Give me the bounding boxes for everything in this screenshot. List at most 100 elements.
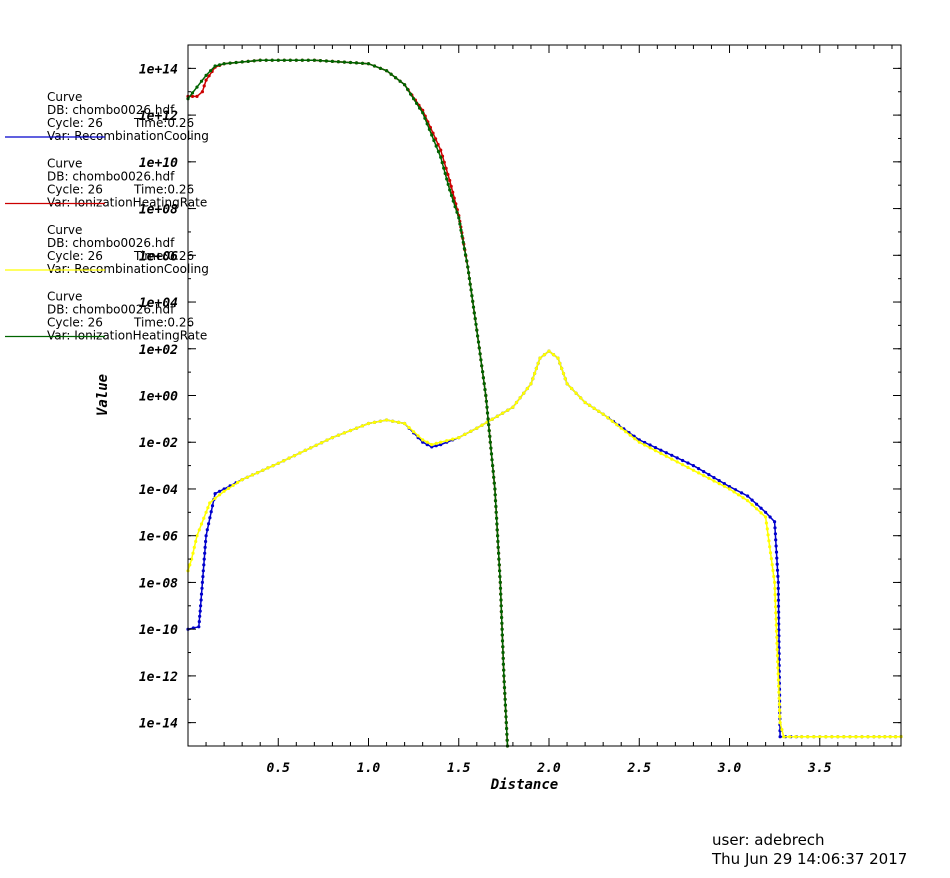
- series-point: [481, 376, 485, 380]
- series-point: [488, 434, 492, 438]
- series-point: [306, 58, 310, 62]
- series-point: [525, 386, 530, 391]
- series-point: [195, 534, 199, 538]
- series-point: [442, 166, 446, 170]
- series-point: [659, 448, 663, 452]
- series-point: [207, 74, 211, 78]
- series-point: [202, 557, 206, 561]
- series-point: [773, 532, 778, 536]
- x-axis-title: Distance: [490, 777, 558, 793]
- series-point: [398, 79, 402, 83]
- series-point: [195, 85, 199, 89]
- series-point: [360, 61, 365, 65]
- series-point: [471, 299, 475, 303]
- series-point: [457, 436, 461, 440]
- series-point: [245, 475, 249, 479]
- series-line-1: [188, 59, 509, 747]
- series-point: [648, 446, 652, 450]
- series-point: [776, 592, 781, 596]
- series-point: [498, 575, 502, 579]
- series-point: [498, 580, 502, 585]
- series-point: [500, 633, 504, 637]
- series-point: [502, 668, 506, 672]
- series-point: [330, 436, 334, 440]
- series-point: [583, 400, 587, 405]
- series-point: [780, 728, 784, 732]
- series-point: [201, 575, 205, 579]
- series-point: [493, 493, 497, 497]
- series-point: [208, 516, 212, 520]
- series-point: [472, 311, 476, 315]
- series-point: [434, 441, 438, 445]
- series-point: [192, 545, 196, 550]
- series-point: [473, 317, 477, 321]
- series-point: [397, 420, 401, 424]
- series-point: [496, 539, 500, 544]
- series-point: [610, 419, 614, 423]
- series-point: [481, 370, 485, 374]
- series-point: [773, 586, 777, 591]
- series-point: [427, 127, 431, 131]
- series-point: [771, 568, 775, 573]
- series-point: [727, 487, 732, 491]
- series-point: [439, 155, 443, 159]
- series-point: [775, 562, 779, 566]
- series-point: [712, 476, 716, 480]
- series-point: [213, 496, 217, 500]
- series-point: [681, 458, 685, 463]
- x-tick-label: 0.5: [267, 761, 291, 776]
- series-point: [459, 228, 463, 232]
- series-point: [202, 84, 206, 88]
- series-point: [294, 58, 298, 62]
- series-point: [775, 568, 780, 572]
- series-point: [776, 672, 780, 676]
- series-point: [565, 382, 569, 386]
- series-point: [775, 556, 779, 560]
- series-point: [536, 361, 540, 365]
- series-point: [495, 516, 499, 520]
- series-point: [511, 405, 515, 409]
- series-point: [491, 469, 495, 473]
- series-point: [770, 563, 774, 567]
- series-point: [451, 190, 455, 194]
- series-point: [633, 437, 637, 441]
- series-point: [496, 534, 500, 538]
- series-point: [416, 434, 420, 438]
- series-point: [378, 66, 383, 70]
- series-point: [421, 438, 425, 442]
- series-point: [601, 412, 605, 416]
- series-point: [208, 501, 212, 505]
- series-point: [774, 611, 778, 615]
- series-point: [440, 161, 444, 165]
- series-point: [686, 461, 690, 465]
- series-point: [389, 72, 393, 76]
- series-point: [412, 430, 416, 434]
- series-point: [775, 647, 779, 652]
- series-point: [246, 59, 250, 64]
- series-point: [446, 182, 450, 186]
- series-point: [493, 487, 497, 491]
- series-point: [579, 396, 583, 400]
- series-point: [406, 87, 410, 91]
- legend-var: Var: IonizationHeatingRate: [47, 329, 207, 343]
- series-point: [330, 59, 334, 64]
- series-point: [491, 464, 495, 468]
- legend-title: Curve: [47, 157, 82, 171]
- series-point: [534, 366, 539, 370]
- series-point: [503, 703, 507, 707]
- series-point: [484, 399, 488, 403]
- legend-var: Var: IonizationHeatingRate: [47, 196, 207, 210]
- series-point: [776, 678, 781, 682]
- series-point: [500, 621, 504, 625]
- series-point: [218, 63, 222, 67]
- series-point: [360, 424, 365, 428]
- series-point: [547, 349, 551, 353]
- y-tick-label: 1e+14: [139, 62, 178, 77]
- series-point: [482, 382, 486, 386]
- series-point: [282, 58, 286, 62]
- series-point: [480, 364, 484, 368]
- series-point: [501, 645, 505, 649]
- series-point: [498, 586, 503, 590]
- y-tick-label: 1e+12: [139, 109, 178, 124]
